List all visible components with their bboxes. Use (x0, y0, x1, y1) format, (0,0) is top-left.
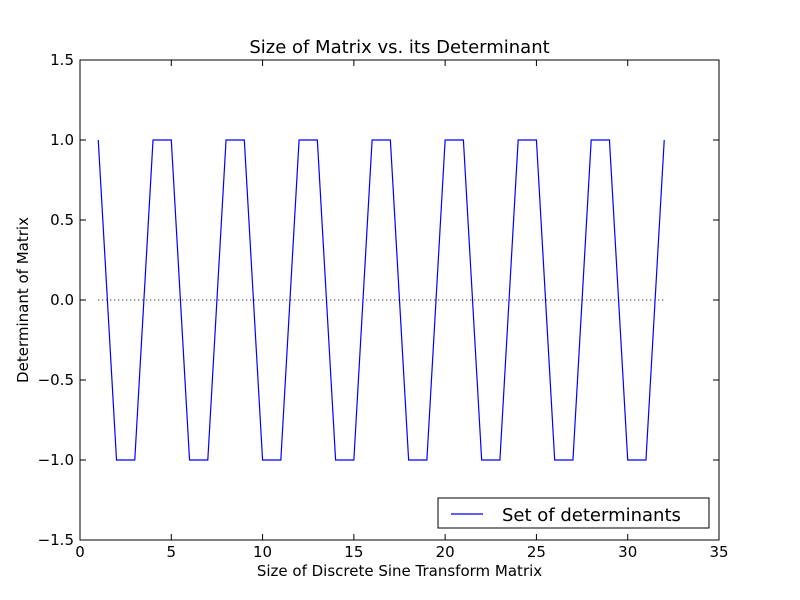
series-line (97, 139, 665, 461)
y-tick-label: 0.0 (50, 291, 74, 309)
x-tick-label: 35 (709, 543, 728, 561)
legend-label: Set of determinants (502, 505, 681, 526)
chart-title: Size of Matrix vs. its Determinant (249, 37, 549, 58)
y-tick-label: 0.5 (50, 211, 74, 229)
legend: Set of determinants (437, 497, 710, 529)
y-tick-label: −0.5 (38, 371, 74, 389)
x-tick-label: 30 (618, 543, 637, 561)
series-layer (97, 139, 665, 461)
x-tick-label: 0 (75, 543, 85, 561)
x-tick-label: 10 (253, 543, 272, 561)
y-tick-label: −1.0 (38, 451, 74, 469)
y-tick-label: 1.5 (50, 51, 74, 69)
y-tick-label: −1.5 (38, 531, 74, 549)
y-tick-label: 1.0 (50, 131, 74, 149)
legend-box (437, 497, 710, 529)
x-tick-label: 20 (436, 543, 455, 561)
tick-layer: 0 5 10 15 20 25 30 35 −1.5 −1.0 −0.5 0.0 0.5 1.0 1.5 (38, 51, 729, 561)
x-axis-label: Size of Discrete Sine Transform Matrix (257, 562, 542, 580)
x-tick-label: 25 (527, 543, 546, 561)
y-axis-label: Determinant of Matrix (14, 217, 32, 383)
x-tick-label: 5 (167, 543, 177, 561)
plot-frame (79, 59, 720, 541)
x-tick-label: 15 (344, 543, 363, 561)
